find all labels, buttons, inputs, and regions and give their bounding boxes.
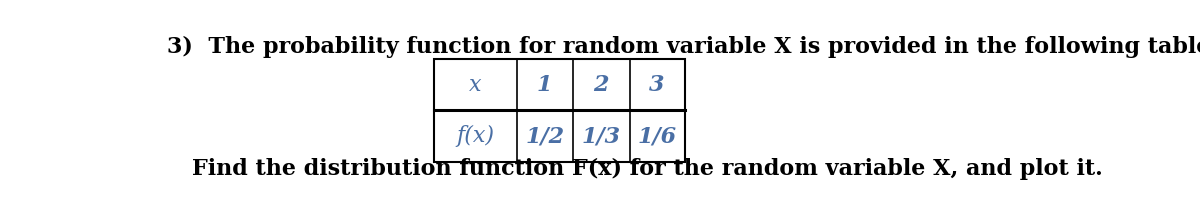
Text: 3)  The probability function for random variable X is provided in the following : 3) The probability function for random v… — [167, 36, 1200, 59]
Text: Find the distribution function F(x) for the random variable X, and plot it.: Find the distribution function F(x) for … — [192, 157, 1103, 180]
Text: 1: 1 — [538, 74, 552, 96]
Text: x: x — [469, 74, 481, 96]
Text: 1/3: 1/3 — [582, 125, 620, 147]
Text: 1/6: 1/6 — [637, 125, 677, 147]
Text: 1/2: 1/2 — [526, 125, 564, 147]
Bar — [433, 59, 685, 162]
Text: 2: 2 — [594, 74, 610, 96]
Text: 3: 3 — [649, 74, 665, 96]
Text: f(x): f(x) — [456, 125, 494, 147]
